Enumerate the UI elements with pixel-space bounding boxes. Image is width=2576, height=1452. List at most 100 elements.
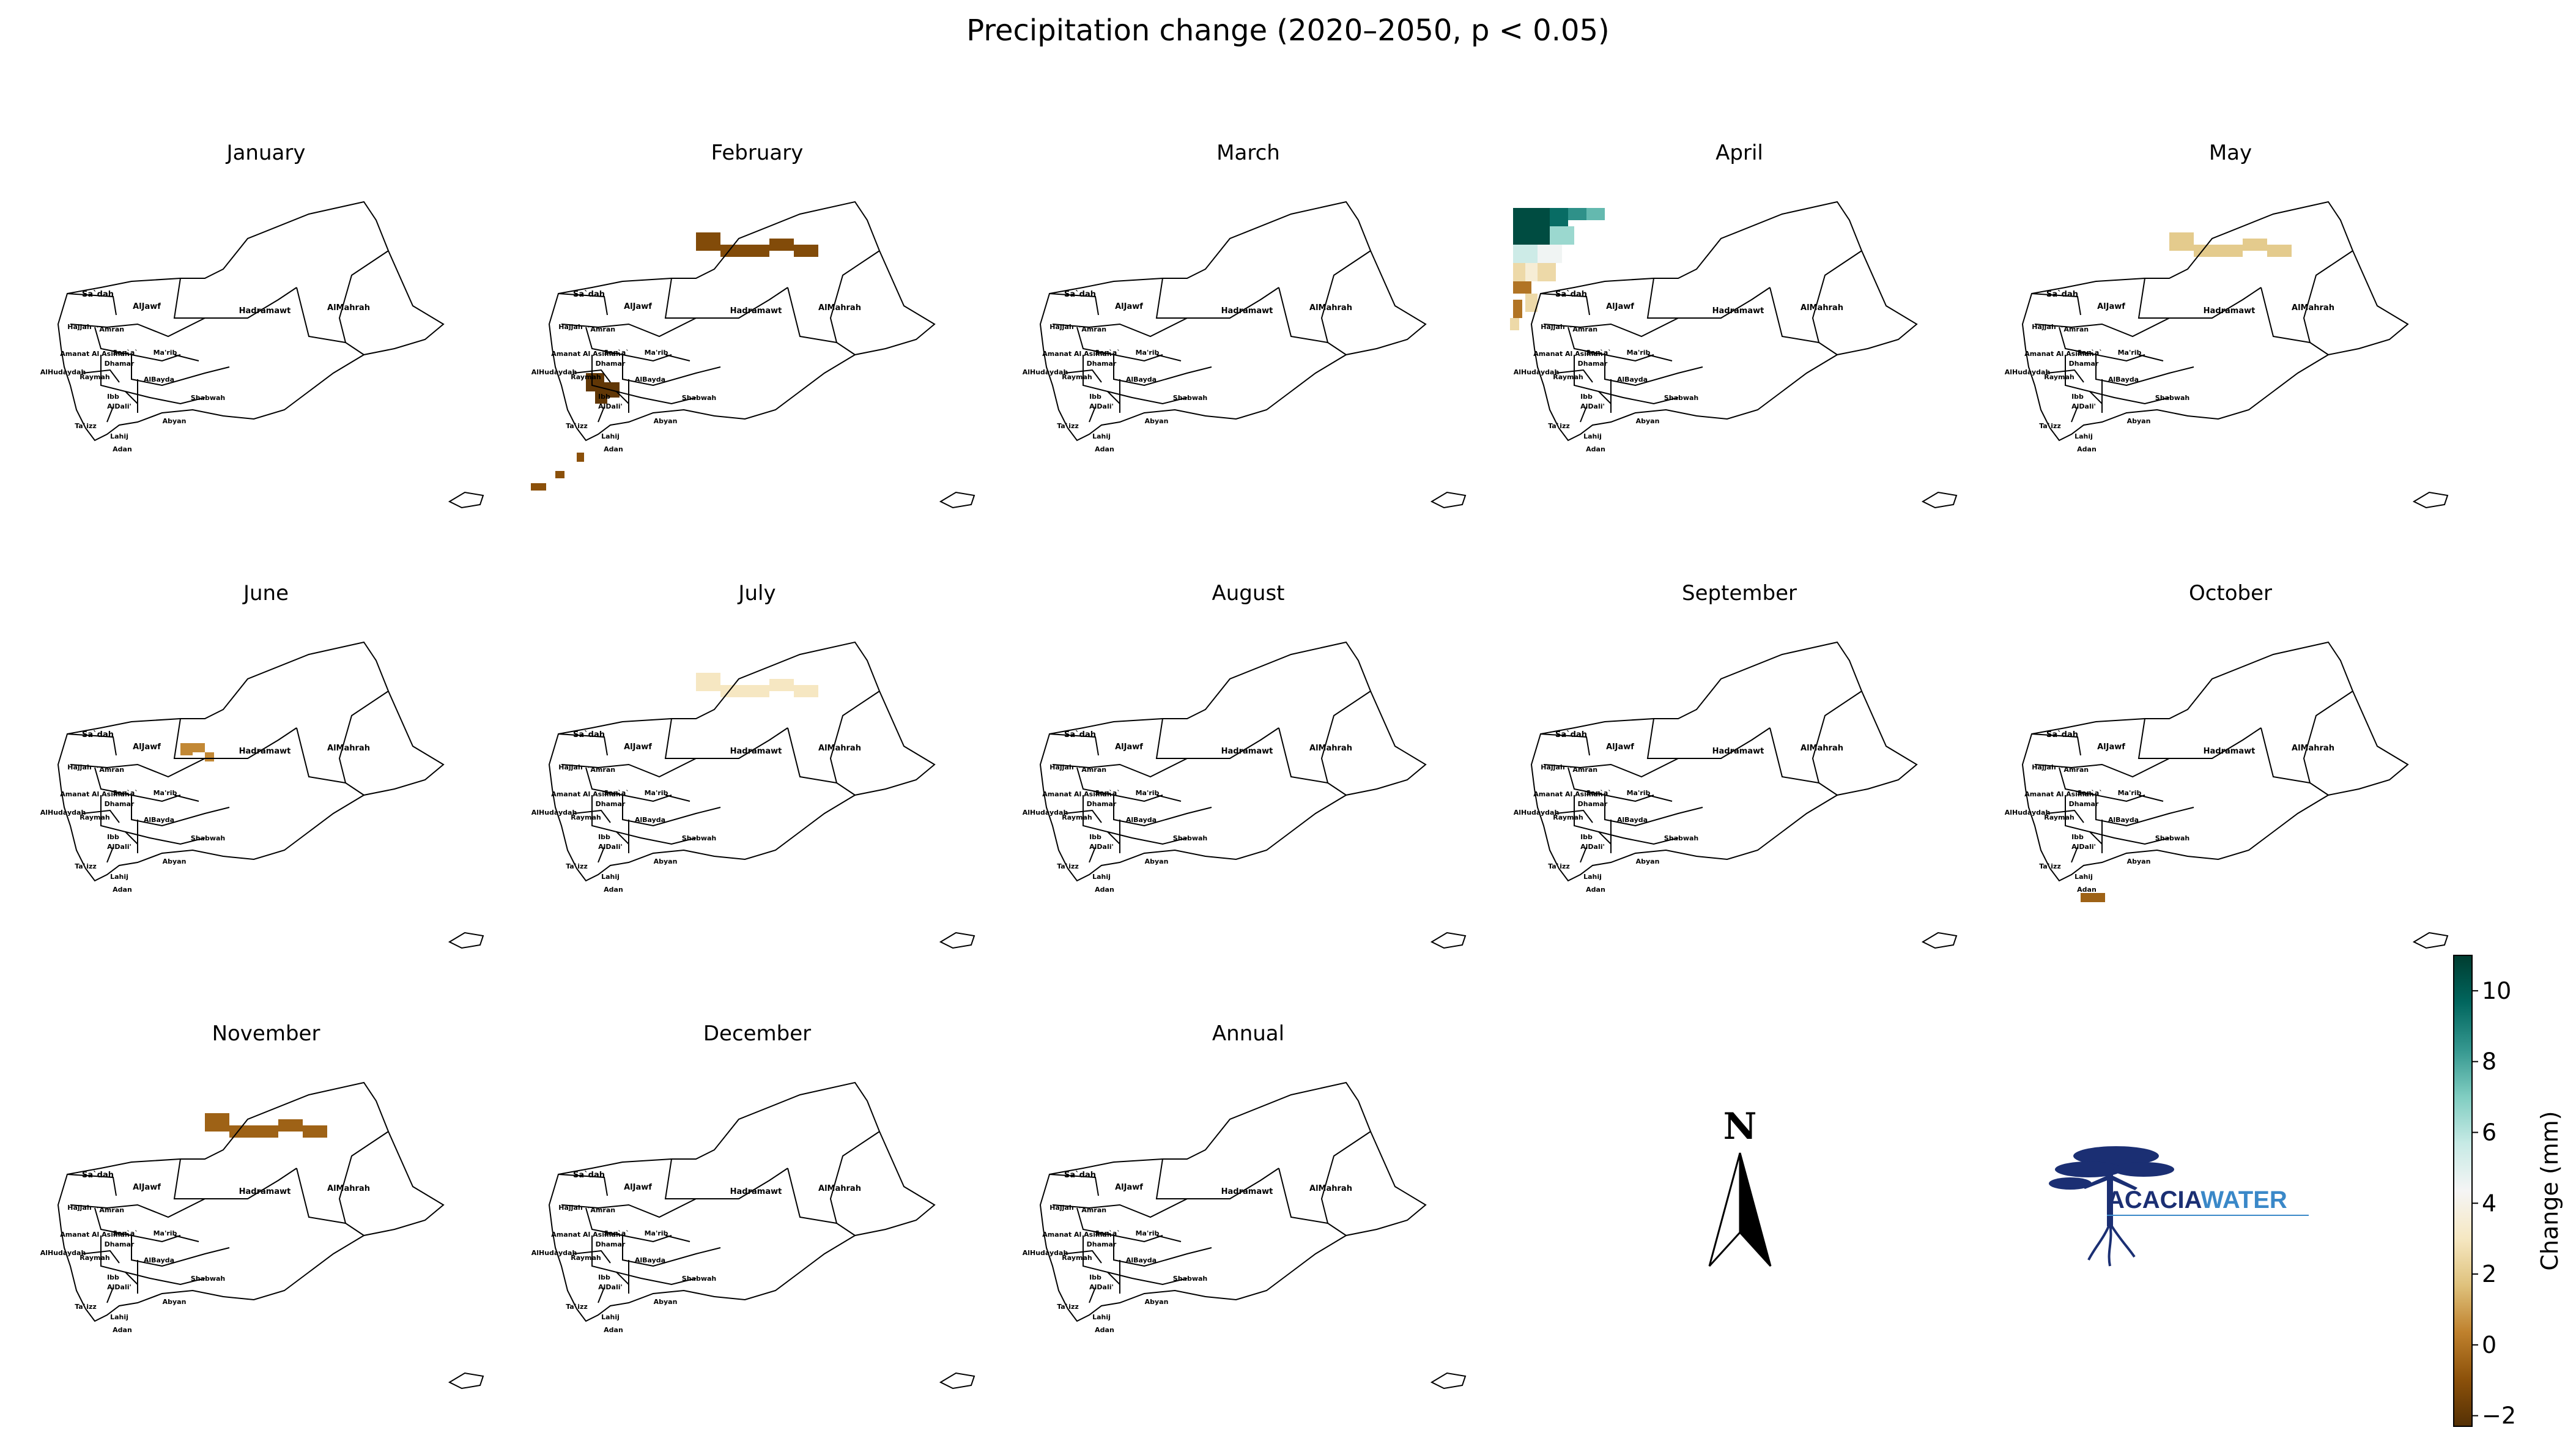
- region-border: [1646, 718, 1678, 759]
- region-label: Shabwah: [1664, 394, 1698, 402]
- region-label: San`a`: [1095, 1229, 1120, 1237]
- panel-title: December: [703, 1021, 812, 1046]
- region-label: AlHudaydah: [2005, 809, 2051, 817]
- region-border: [1089, 1287, 1096, 1303]
- region-label: AlHudaydah: [40, 368, 86, 376]
- region-border: [2071, 406, 2078, 423]
- region-border: [2071, 846, 2078, 863]
- region-label: Raymah: [80, 373, 109, 381]
- region-label: Ibb: [598, 393, 610, 401]
- region-label: AlMahrah: [1309, 744, 1352, 753]
- region-label: Raymah: [1553, 813, 1583, 821]
- region-border: [70, 1168, 297, 1218]
- region-border: [591, 795, 629, 845]
- region-border: [100, 795, 138, 845]
- region-label: Hajjah: [67, 763, 91, 771]
- region-label: Ibb: [1089, 1273, 1101, 1281]
- region-label: Ibb: [598, 833, 610, 841]
- region-label: `Amran: [1569, 325, 1597, 333]
- region-label: Adan: [113, 886, 132, 894]
- region-border: [296, 287, 346, 343]
- region-label: AlBayda: [635, 1256, 665, 1264]
- region-label: Ibb: [1580, 833, 1593, 841]
- region-label: Sa`dah: [1555, 730, 1587, 739]
- precip-cell: [586, 373, 604, 391]
- region-label: Raymah: [571, 373, 601, 381]
- region-border: [1555, 369, 1593, 383]
- region-label: AlHudaydah: [40, 809, 86, 817]
- region-label: Hajjah: [558, 763, 582, 771]
- region-label: Lahij: [601, 873, 620, 881]
- region-label: AlHudaydah: [1023, 1249, 1068, 1257]
- region-label: Shabwah: [1173, 394, 1207, 402]
- region-label: San`a`: [1586, 349, 1612, 357]
- region-label: Ta`izz: [1057, 862, 1079, 870]
- region-border: [2034, 727, 2262, 778]
- map-svg: Sa`dah AlJawf Hadramawt AlMahrah Hajjah `Amra…: [1514, 641, 1958, 949]
- country-outline: [1039, 641, 1427, 882]
- region-border: [1052, 287, 1279, 338]
- region-label: AlBayda: [144, 1256, 174, 1264]
- region-label: AlMahrah: [2292, 744, 2334, 753]
- map-svg: Sa`dah AlJawf Hadramawt AlMahrah Hajjah `Amra…: [531, 641, 975, 949]
- region-label: AlJawf: [1115, 743, 1143, 752]
- precip-cell: [1510, 318, 1519, 330]
- region-label: AlJawf: [624, 743, 652, 752]
- region-label: Shabwah: [682, 394, 716, 402]
- region-label: Ibb: [1089, 393, 1101, 401]
- socotra-island: [1430, 932, 1467, 949]
- precip-cell: [278, 1119, 303, 1132]
- region-border: [561, 727, 788, 778]
- region-border: [1278, 1168, 1328, 1224]
- region-label: Adan: [1586, 445, 1605, 453]
- precip-cell: [794, 245, 818, 257]
- socotra-island: [448, 491, 484, 509]
- country-outline: [2021, 641, 2409, 882]
- region-label: Adan: [2077, 445, 2097, 453]
- precip-cell: [696, 232, 720, 251]
- precip-cell: [205, 752, 214, 761]
- region-label: Shabwah: [682, 834, 716, 842]
- region-label: Abyan: [163, 417, 187, 425]
- region-border: [2031, 733, 2081, 756]
- region-label: Amanat Al Asimah: [1533, 350, 1602, 358]
- map-svg: Sa`dah AlJawf Hadramawt AlMahrah Hajjah `Amra…: [1510, 201, 1958, 509]
- precip-cell: [1525, 294, 1538, 312]
- region-label: Ma'rib: [2118, 789, 2142, 797]
- region-label: AlBayda: [1617, 376, 1648, 383]
- region-label: Dhamar: [105, 1240, 135, 1248]
- socotra-island: [2412, 932, 2449, 949]
- region-label: Ta`izz: [566, 422, 588, 430]
- region-label: San`a`: [604, 789, 629, 797]
- north-arrow: N: [1700, 1105, 1786, 1272]
- country-outline: [57, 1081, 445, 1322]
- region-border: [558, 293, 608, 316]
- region-border: [598, 1287, 605, 1303]
- region-label: Hadramawt: [730, 1187, 782, 1196]
- region-border: [2138, 795, 2164, 802]
- region-label: AlHudaydah: [531, 1249, 577, 1257]
- region-border: [829, 250, 880, 355]
- region-label: `Amran: [1078, 1206, 1106, 1214]
- socotra-island: [448, 1372, 484, 1390]
- region-label: Raymah: [1062, 813, 1092, 821]
- region-border: [106, 1287, 114, 1303]
- region-border: [1064, 369, 1102, 383]
- region-label: San`a`: [1095, 789, 1120, 797]
- region-border: [131, 795, 230, 827]
- region-label: Shabwah: [2155, 834, 2189, 842]
- region-border: [2065, 795, 2103, 845]
- region-label: Adan: [113, 1326, 132, 1334]
- region-border: [173, 718, 205, 759]
- precip-cell: [696, 673, 720, 691]
- region-border: [70, 727, 297, 778]
- region-label: Ma'rib: [645, 349, 668, 357]
- region-label: AlDali': [107, 843, 131, 851]
- region-label: San`a`: [113, 1229, 138, 1237]
- region-border: [106, 406, 114, 423]
- map-svg: Sa`dah AlJawf Hadramawt AlMahrah Hajjah `Amra…: [2005, 201, 2449, 509]
- region-border: [1574, 355, 1612, 404]
- region-label: AlJawf: [1606, 302, 1634, 311]
- map-panel-february: February Sa`dah AlJawf Hadramawt AlMahrah Haj…: [500, 141, 1014, 532]
- region-border: [338, 250, 389, 355]
